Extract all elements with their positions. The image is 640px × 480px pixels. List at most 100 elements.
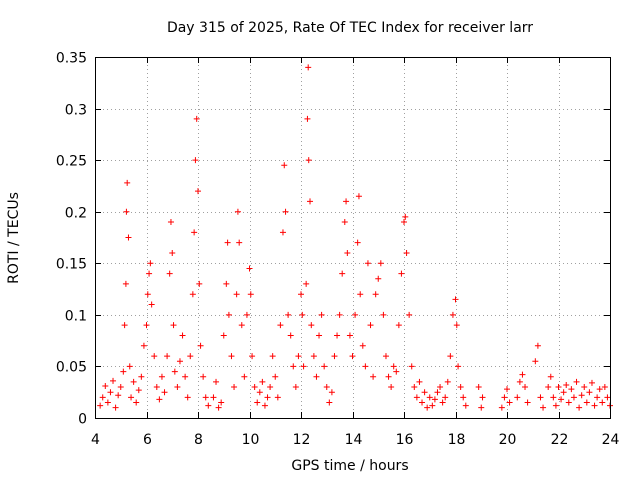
data-point [279,229,286,236]
data-point [516,378,523,385]
x-tick-label: 12 [293,432,311,448]
data-point [462,402,469,409]
data-point [377,260,384,267]
data-point [146,270,153,277]
data-point [550,394,557,401]
data-point [158,373,165,380]
y-tick-label: 0.3 [65,103,87,119]
data-point [318,311,325,318]
data-point [231,384,238,391]
data-point [267,384,274,391]
data-point [251,384,258,391]
data-point [282,208,289,215]
data-point [393,368,400,375]
y-tick-label: 0.35 [56,51,87,67]
data-point [193,115,200,122]
data-point [295,353,302,360]
data-point [133,399,140,406]
data-point [140,342,147,349]
data-point [281,162,288,169]
x-tick-label: 24 [602,432,620,448]
y-tick-label: 0.25 [56,154,87,170]
data-point [272,373,279,380]
data-point [213,378,220,385]
data-point [421,389,428,396]
data-point [124,179,131,186]
data-point [241,373,248,380]
data-point [143,322,150,329]
data-point [416,378,423,385]
data-point [205,402,212,409]
data-point [110,377,117,384]
data-point [99,394,106,401]
y-tick-label: 0.15 [56,257,87,273]
data-point [601,384,608,391]
data-point [475,384,482,391]
data-point [532,358,539,365]
y-tick-labels: 0 0.05 0.1 0.15 0.2 0.25 0.3 0.35 [56,51,87,428]
data-point [519,371,526,378]
data-point [259,378,266,385]
data-point [460,394,467,401]
data-point [599,399,606,406]
x-tick-label: 22 [551,432,569,448]
data-point [112,404,119,411]
data-point [408,363,415,370]
data-point [372,291,379,298]
grid-lines [95,57,610,418]
data-point [261,402,268,409]
data-point [269,353,276,360]
data-point [547,373,554,380]
data-point [524,399,531,406]
data-point [594,394,601,401]
data-point [411,384,418,391]
data-point [586,389,593,396]
data-point [256,389,263,396]
data-point [299,311,306,318]
chart-title: Day 315 of 2025, Rate Of TEC Index for r… [167,20,533,36]
data-point [552,402,559,409]
data-point [442,394,449,401]
data-point [576,404,583,411]
data-point [117,384,124,391]
data-point [395,322,402,329]
data-point [224,239,231,246]
data-point [192,157,199,164]
data-point [367,322,374,329]
data-point [292,384,299,391]
data-point [388,384,395,391]
data-point [121,322,128,329]
data-point [218,399,225,406]
data-point [123,208,130,215]
data-point [148,301,155,308]
axis-ticks [95,57,611,419]
data-point [328,389,335,396]
data-point [504,386,510,393]
data-point [247,291,254,298]
data-point [563,381,570,388]
plot-frame [95,57,611,419]
data-point [164,353,171,360]
data-point [375,275,382,282]
data-point [202,394,209,401]
data-point [568,386,575,393]
data-point [115,392,122,399]
data-point [138,373,145,380]
data-point [583,399,590,406]
data-point [447,353,454,360]
data-point [588,379,595,386]
data-point [303,280,310,287]
data-point [174,384,181,391]
data-point [334,332,341,339]
data-point [457,384,464,391]
data-point [321,363,328,370]
data-point [429,402,436,409]
data-points [97,64,613,411]
data-point [343,198,350,205]
data-point [189,291,196,298]
data-point [424,404,431,411]
data-point [171,368,178,375]
data-point [522,384,529,391]
data-point [246,265,253,272]
